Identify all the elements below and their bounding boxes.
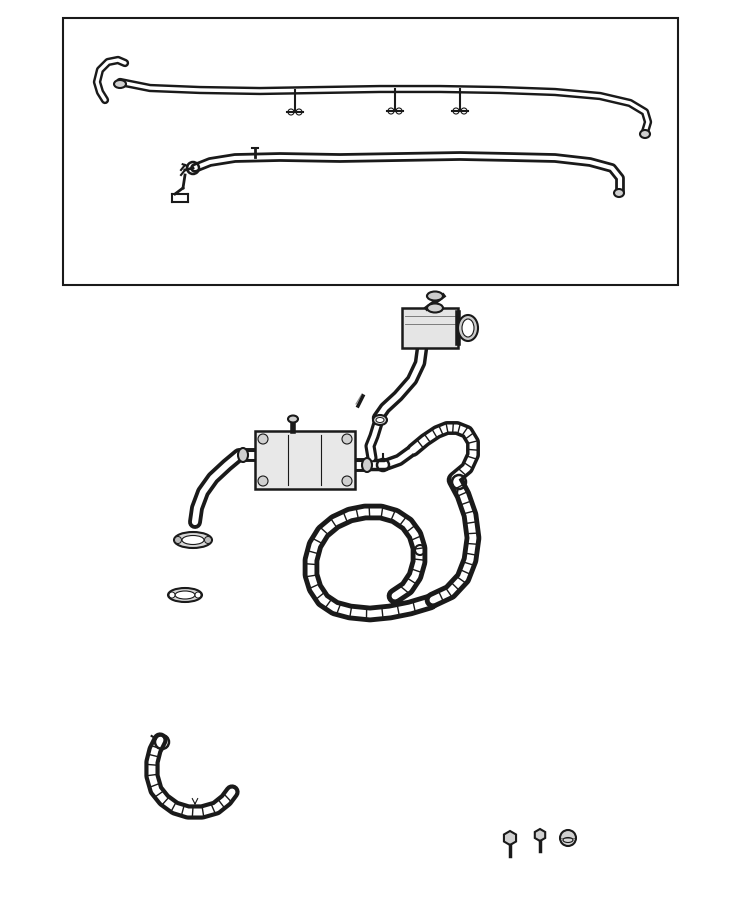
Ellipse shape bbox=[376, 418, 384, 422]
Ellipse shape bbox=[174, 532, 212, 548]
Bar bbox=[255, 431, 355, 489]
Ellipse shape bbox=[362, 458, 372, 472]
Ellipse shape bbox=[462, 319, 474, 337]
Polygon shape bbox=[535, 829, 545, 841]
Ellipse shape bbox=[563, 838, 573, 842]
Ellipse shape bbox=[288, 416, 298, 422]
Ellipse shape bbox=[182, 536, 204, 544]
Bar bbox=[63, 18, 678, 285]
Circle shape bbox=[342, 434, 352, 444]
Circle shape bbox=[169, 592, 175, 598]
Ellipse shape bbox=[427, 303, 443, 312]
Circle shape bbox=[560, 830, 576, 846]
Circle shape bbox=[174, 536, 182, 544]
Circle shape bbox=[205, 536, 211, 544]
Circle shape bbox=[195, 592, 201, 598]
Ellipse shape bbox=[427, 292, 443, 301]
Ellipse shape bbox=[168, 588, 202, 602]
Polygon shape bbox=[504, 831, 516, 845]
Circle shape bbox=[342, 476, 352, 486]
Ellipse shape bbox=[614, 189, 624, 197]
Ellipse shape bbox=[640, 130, 650, 138]
Ellipse shape bbox=[175, 591, 195, 599]
Ellipse shape bbox=[238, 448, 248, 462]
Bar bbox=[402, 308, 458, 348]
Ellipse shape bbox=[373, 415, 387, 425]
Circle shape bbox=[258, 434, 268, 444]
Ellipse shape bbox=[458, 315, 478, 341]
Ellipse shape bbox=[114, 80, 126, 88]
Circle shape bbox=[258, 476, 268, 486]
